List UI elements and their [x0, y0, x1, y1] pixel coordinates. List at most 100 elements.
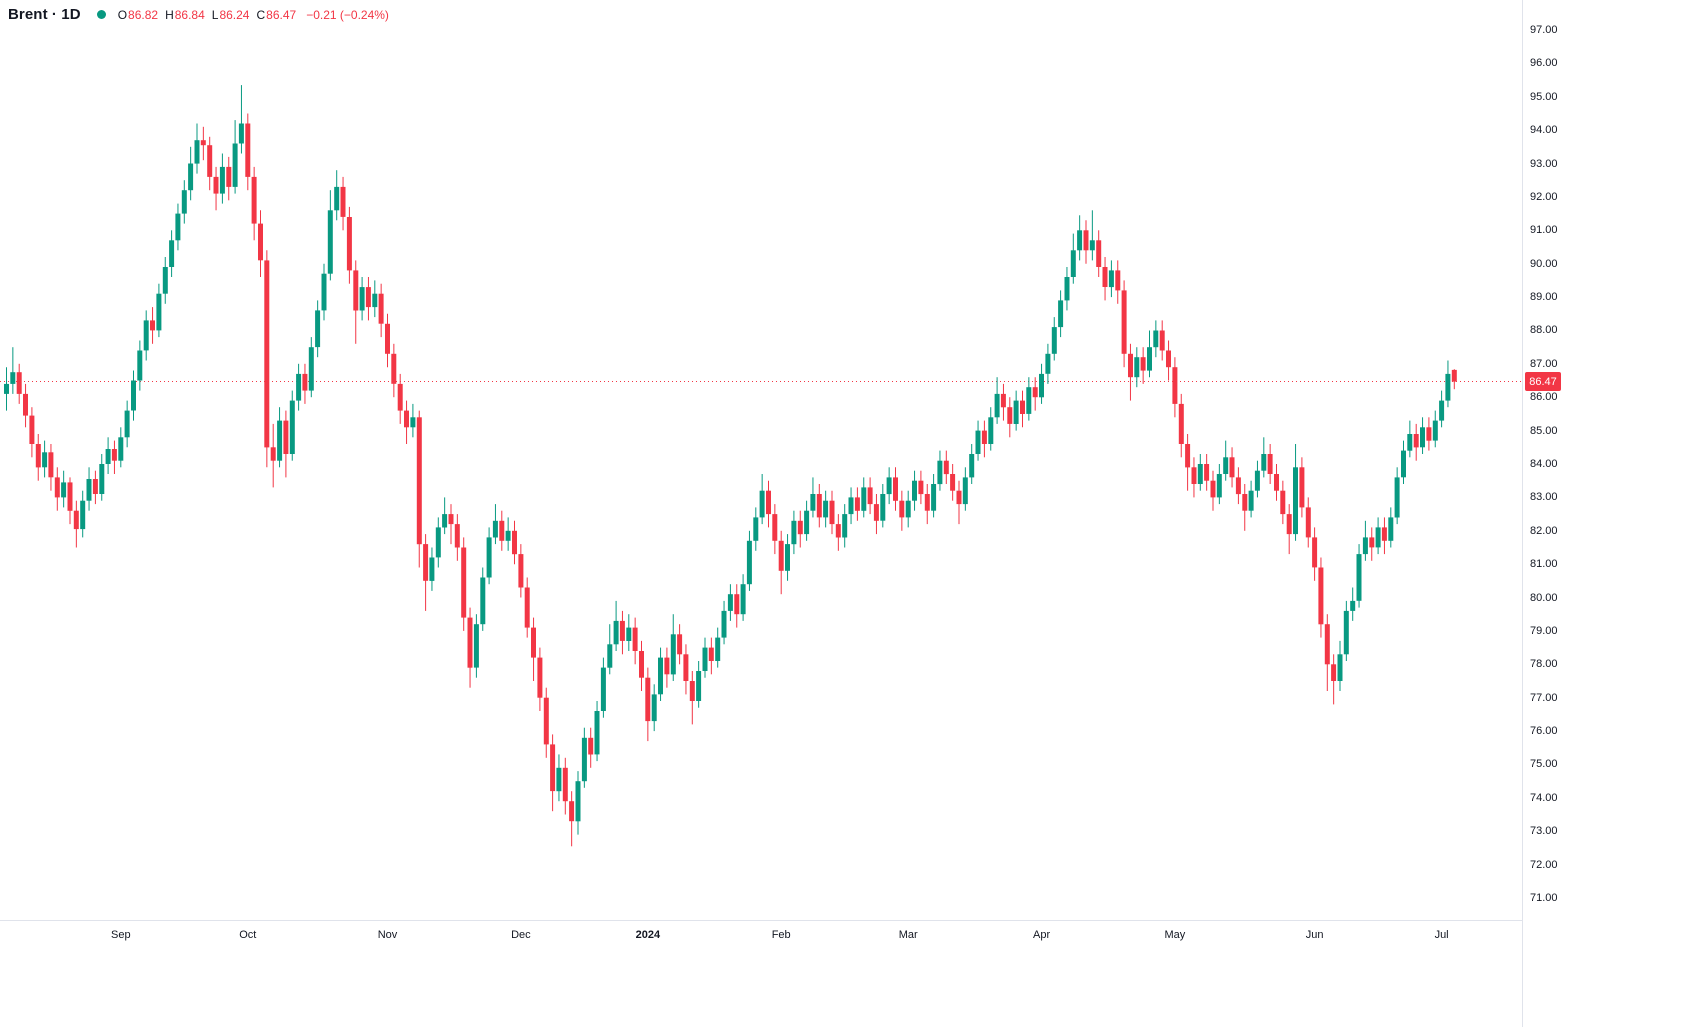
candle-body [861, 487, 867, 511]
candle-body [1039, 373, 1044, 398]
candle-body [410, 417, 416, 428]
candle-body [1413, 434, 1419, 448]
candle-body [804, 510, 810, 535]
candle-body [73, 510, 79, 530]
candle-body [531, 627, 536, 658]
candle-body [99, 464, 105, 494]
price-tick-label: 93.00 [1530, 157, 1558, 170]
candle-body [727, 594, 733, 611]
candle-body [607, 644, 613, 668]
candle-body [893, 477, 898, 501]
price-tick-label: 72.00 [1530, 858, 1558, 871]
candle-body [1058, 300, 1064, 328]
candle-body [492, 520, 498, 538]
candle-body [1401, 450, 1406, 478]
price-change: −0.21 (−0.24%) [306, 7, 389, 22]
candle-body [1274, 474, 1279, 491]
candle-body [1134, 357, 1140, 378]
time-tick-label: May [1164, 929, 1186, 941]
candle-body [924, 494, 930, 511]
candle-body [429, 557, 435, 581]
candle-body [105, 449, 111, 464]
candle-body [588, 737, 594, 755]
candle-body [1451, 369, 1457, 382]
candle-body [1324, 624, 1330, 665]
candle-body [67, 482, 73, 511]
candle-body [213, 176, 219, 194]
candlestick-plot[interactable] [0, 0, 1522, 1027]
candle-body [315, 310, 321, 348]
candle-body [118, 437, 124, 461]
candle-body [277, 420, 283, 461]
price-scale[interactable]: 97.00 96.00 95.00 94.00 93.00 92.00 91.00 90.00… [1522, 0, 1699, 1027]
candle-body [689, 681, 695, 701]
candle-body [181, 190, 187, 214]
candle-body [283, 420, 289, 454]
candle-body [1439, 400, 1445, 421]
candle-body [1267, 454, 1273, 474]
candle-body [150, 320, 155, 331]
candle-body [715, 637, 721, 661]
candle-body [1445, 373, 1451, 401]
price-tick-label: 95.00 [1530, 90, 1558, 103]
candle-body [1381, 527, 1387, 541]
candle-body [873, 504, 879, 521]
candle-body [677, 634, 683, 655]
candle-body [1299, 467, 1305, 508]
candle-body [1102, 267, 1108, 287]
candle-body [346, 217, 352, 271]
series-marker-icon [96, 10, 106, 19]
ohlc-open: O86.82 [117, 7, 159, 22]
candle-body [416, 417, 422, 545]
candle-body [664, 657, 670, 675]
candle-body [753, 517, 759, 541]
candle-body [1178, 403, 1184, 444]
symbol-title[interactable]: Brent · 1D [8, 6, 81, 23]
candle-body [23, 393, 28, 416]
price-tick-label: 90.00 [1530, 257, 1558, 270]
candle-body [651, 694, 657, 722]
candle-body [543, 697, 549, 745]
candle-body [600, 667, 606, 711]
candle-body [1235, 477, 1241, 495]
candle-body [219, 166, 225, 194]
candle-body [766, 490, 771, 515]
candle-body [581, 737, 587, 782]
candle-body [943, 460, 949, 475]
price-tick-label: 88.00 [1530, 324, 1558, 337]
candle-body [1064, 277, 1070, 301]
candle-body [734, 594, 740, 615]
candle-body [962, 477, 968, 505]
candle-body [835, 524, 841, 538]
candle-body [1172, 367, 1178, 404]
price-tick-label: 81.00 [1530, 558, 1558, 571]
candle-body [156, 293, 162, 331]
candle-body [391, 353, 397, 384]
candle-body [639, 651, 644, 678]
candle-body [867, 487, 873, 505]
candle-body [378, 293, 384, 324]
candle-body [1096, 240, 1102, 267]
candle-body [1026, 387, 1032, 414]
time-tick-label: Feb [771, 929, 791, 941]
candle-body [1305, 507, 1311, 538]
candle-body [740, 584, 746, 615]
candle-body [327, 210, 333, 274]
candle-body [1337, 654, 1343, 681]
candle-body [899, 500, 905, 518]
candle-body [372, 293, 378, 308]
time-tick-label: Nov [377, 929, 398, 941]
candle-body [797, 520, 803, 535]
candle-body [791, 520, 797, 545]
candle-body [696, 671, 702, 701]
candle-body [1312, 537, 1318, 568]
candle-body [353, 270, 359, 311]
candle-body [359, 287, 365, 311]
candle-body [232, 143, 238, 187]
candle-body [1407, 434, 1413, 451]
candle-body [1229, 457, 1235, 478]
candle-body [1089, 240, 1095, 251]
candle-body [988, 417, 994, 444]
